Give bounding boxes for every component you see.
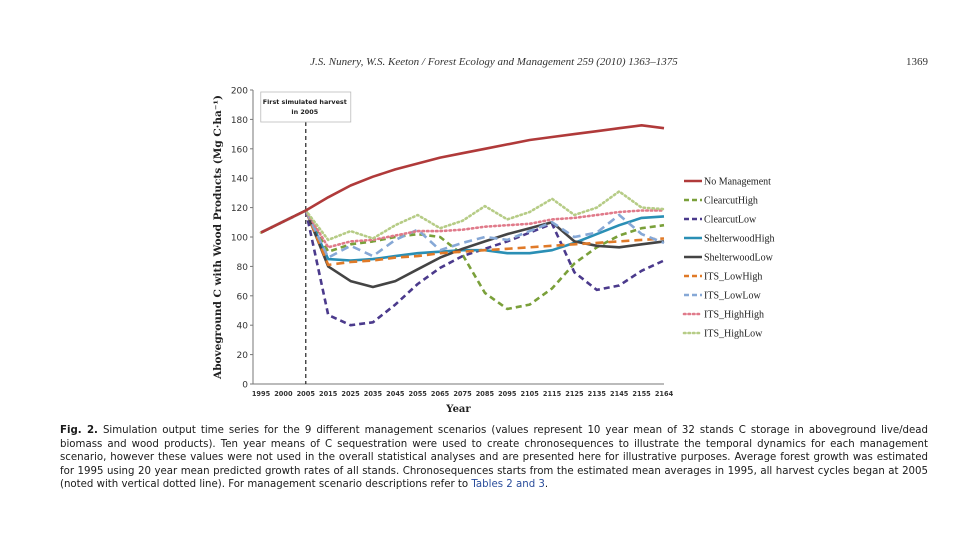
x-tick-label: 2005 [297, 390, 316, 398]
series-line-shelterwoodlow [260, 209, 665, 289]
y-tick-label: 120 [231, 204, 248, 214]
x-tick-label: 2125 [565, 390, 584, 398]
series-line-its-highlow [259, 190, 666, 242]
y-tick-label: 60 [237, 292, 249, 302]
y-tick-label: 0 [242, 381, 248, 391]
x-tick-label: 2164 [655, 390, 674, 398]
figure-label: Fig. 2. [60, 425, 98, 436]
x-tick-label: 2145 [610, 390, 629, 398]
x-tick-label: 2155 [632, 390, 651, 398]
y-tick-label: 200 [231, 87, 248, 97]
legend-label: ITS_HighHigh [704, 310, 764, 321]
legend-label: ShelterwoodHigh [704, 234, 775, 245]
annotation-box [260, 91, 352, 123]
x-tick-label: 2035 [364, 390, 383, 398]
x-tick-label: 2085 [476, 390, 495, 398]
x-tick-label: 2135 [588, 390, 607, 398]
legend-label: No Management [704, 177, 771, 188]
x-tick-label: 1995 [252, 390, 271, 398]
legend-label: ClearcutLow [704, 215, 757, 226]
x-tick-label: 2025 [341, 390, 360, 398]
x-tick-label: 2045 [386, 390, 405, 398]
y-tick-label: 80 [237, 263, 249, 273]
y-axis-title: Aboveground C with Wood Products (Mg C·h… [212, 95, 224, 380]
x-tick-label: 2065 [431, 390, 450, 398]
annotation-line-2: in 2005 [291, 108, 318, 116]
annotation-line-1: First simulated harvest [263, 98, 347, 106]
page-number: 1369 [906, 56, 928, 68]
x-tick-label: 2055 [409, 390, 428, 398]
x-tick-label: 2075 [453, 390, 472, 398]
legend-label: ClearcutHigh [704, 196, 758, 207]
x-tick-label: 2115 [543, 390, 562, 398]
caption-text: Simulation output time series for the 9 … [60, 425, 928, 491]
caption-end: . [544, 479, 549, 491]
x-tick-label: 2015 [319, 390, 338, 398]
y-tick-label: 40 [237, 322, 249, 332]
series-line-its-lowhigh [260, 209, 665, 267]
tables-link[interactable]: Tables 2 and 3 [471, 479, 545, 491]
y-tick-label: 180 [231, 116, 248, 126]
series-line-clearcuthigh [260, 209, 665, 311]
series-line-its-lowlow [260, 209, 665, 259]
y-tick-label: 20 [237, 351, 249, 361]
series-line-shelterwoodhigh [260, 209, 665, 262]
y-tick-label: 140 [231, 175, 248, 185]
running-head: J.S. Nunery, W.S. Keeton / Forest Ecolog… [310, 56, 678, 68]
x-tick-label: 2000 [274, 390, 293, 398]
figure-caption: Fig. 2. Simulation output time series fo… [60, 424, 928, 492]
y-tick-label: 160 [231, 145, 248, 155]
y-tick-label: 100 [231, 234, 248, 244]
series-line-its-highhigh [259, 209, 666, 249]
x-tick-label: 2105 [520, 390, 539, 398]
x-axis-title: Year [445, 404, 471, 415]
x-tick-label: 2095 [498, 390, 517, 398]
legend-label: ITS_HighLow [704, 329, 763, 340]
legend-label: ITS_LowLow [704, 291, 761, 302]
legend-label: ITS_LowHigh [704, 272, 762, 283]
legend-label: ShelterwoodLow [704, 253, 774, 264]
series-line-no-management [260, 124, 665, 234]
page-header: J.S. Nunery, W.S. Keeton / Forest Ecolog… [60, 56, 928, 72]
